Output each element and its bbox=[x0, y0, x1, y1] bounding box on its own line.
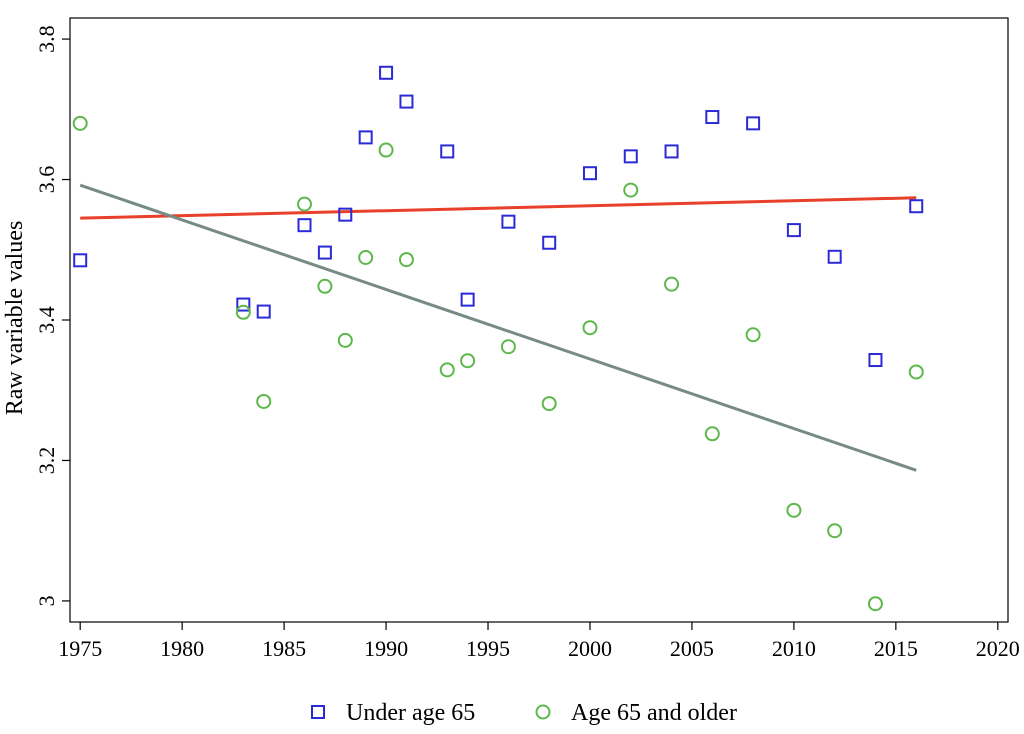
x-tick-label: 2010 bbox=[772, 636, 816, 661]
x-tick-label: 2015 bbox=[874, 636, 918, 661]
point-under-65 bbox=[623, 149, 638, 164]
point-under-65 bbox=[236, 297, 251, 312]
point-65-and-older bbox=[908, 364, 924, 380]
legend-label: Age 65 and older bbox=[571, 700, 737, 726]
y-tick-label: 3 bbox=[34, 595, 59, 606]
plot-frame bbox=[69, 17, 1009, 623]
x-tick-label: 1975 bbox=[58, 636, 102, 661]
point-65-and-older bbox=[256, 393, 272, 409]
point-under-65 bbox=[338, 207, 353, 222]
point-65-and-older bbox=[827, 523, 843, 539]
fit-line-1 bbox=[80, 196, 917, 220]
y-tick-label: 3.2 bbox=[34, 447, 59, 475]
legend-label: Under age 65 bbox=[346, 700, 475, 726]
x-axis: 1975 1980 1985 1990 1995 2000 2005 2010 2015 2020 bbox=[58, 622, 1020, 661]
point-65-and-older bbox=[623, 182, 639, 198]
point-65-and-older bbox=[582, 320, 598, 336]
point-under-65 bbox=[358, 130, 373, 145]
point-under-65 bbox=[827, 249, 842, 264]
point-65-and-older bbox=[439, 362, 455, 378]
x-tick-label: 1985 bbox=[262, 636, 306, 661]
point-under-65 bbox=[746, 116, 761, 131]
point-65-and-older bbox=[786, 502, 802, 518]
point-65-and-older bbox=[745, 327, 761, 343]
point-under-65 bbox=[317, 245, 332, 260]
point-65-and-older bbox=[235, 304, 251, 320]
legend-circle-marker bbox=[535, 704, 551, 720]
point-65-and-older bbox=[460, 353, 476, 369]
y-tick-label: 3.6 bbox=[34, 166, 59, 194]
point-under-65 bbox=[256, 304, 271, 319]
point-under-65 bbox=[297, 218, 312, 233]
x-tick-label: 2020 bbox=[976, 636, 1020, 661]
point-65-and-older bbox=[541, 396, 557, 412]
y-axis-title: Raw variable values bbox=[2, 221, 28, 416]
legend-square-marker bbox=[311, 705, 325, 719]
point-65-and-older bbox=[317, 278, 333, 294]
fit-line-2 bbox=[79, 183, 917, 472]
x-tick-label: 2005 bbox=[670, 636, 714, 661]
point-65-and-older bbox=[398, 252, 414, 268]
point-65-and-older bbox=[358, 249, 374, 265]
point-65-and-older bbox=[664, 276, 680, 292]
point-under-65 bbox=[786, 223, 801, 238]
x-tick-label: 1995 bbox=[466, 636, 510, 661]
point-under-65 bbox=[909, 199, 924, 214]
point-under-65 bbox=[460, 292, 475, 307]
point-65-and-older bbox=[297, 196, 312, 212]
point-under-65 bbox=[582, 166, 597, 181]
point-65-and-older bbox=[378, 142, 394, 158]
point-under-65 bbox=[705, 110, 720, 125]
point-under-65 bbox=[868, 353, 883, 368]
point-under-65 bbox=[664, 144, 679, 159]
point-65-and-older bbox=[867, 596, 883, 612]
y-tick-label: 3.4 bbox=[34, 306, 59, 334]
point-65-and-older bbox=[337, 332, 353, 348]
point-65-and-older bbox=[500, 339, 516, 355]
legend: Under age 65 Age 65 and older bbox=[311, 700, 737, 726]
y-tick-label: 3.8 bbox=[34, 25, 59, 53]
x-tick-label: 1980 bbox=[160, 636, 204, 661]
point-65-and-older bbox=[704, 426, 720, 442]
fit-lines bbox=[79, 183, 917, 472]
x-tick-label: 1990 bbox=[364, 636, 408, 661]
point-under-65 bbox=[440, 144, 455, 159]
point-under-65 bbox=[501, 214, 516, 229]
point-under-65 bbox=[399, 94, 414, 109]
point-under-65 bbox=[542, 235, 557, 250]
data-points bbox=[72, 65, 924, 612]
point-under-65 bbox=[379, 65, 394, 80]
y-axis: 3 3.2 3.4 3.6 3.8 bbox=[34, 25, 70, 606]
x-tick-label: 2000 bbox=[568, 636, 612, 661]
point-under-65 bbox=[73, 253, 88, 268]
point-65-and-older bbox=[72, 115, 88, 131]
